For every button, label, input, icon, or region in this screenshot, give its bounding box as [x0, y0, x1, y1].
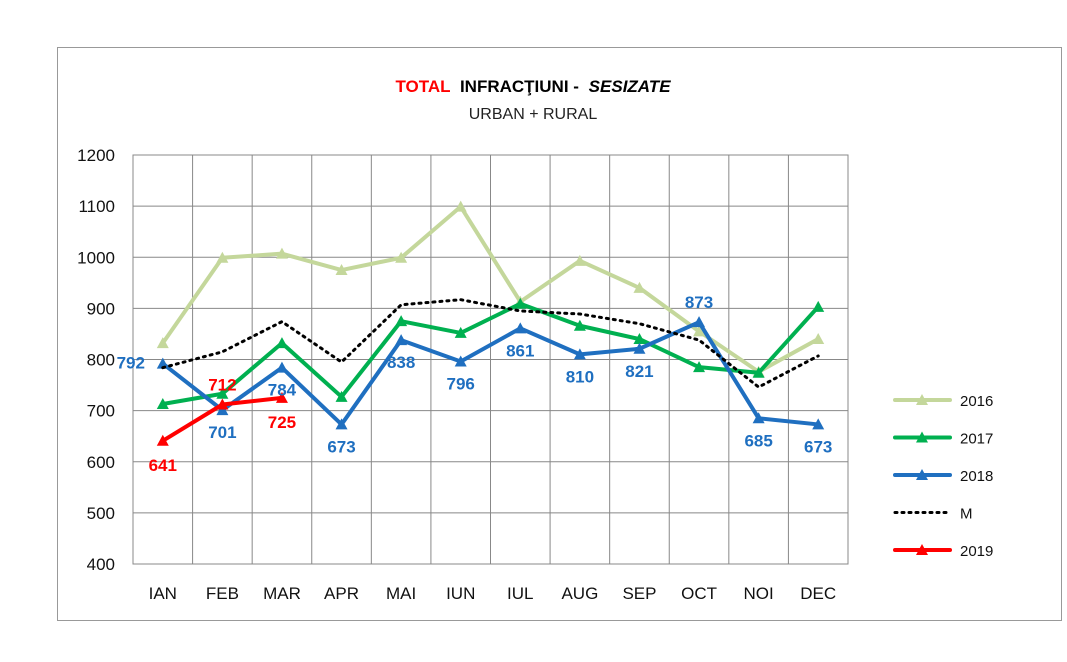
y-tick-label: 500 — [87, 504, 115, 523]
data-label-2018: 673 — [327, 437, 355, 456]
data-point-2016 — [275, 247, 288, 259]
data-label-2018: 792 — [117, 354, 145, 373]
chart-title: TOTAL INFRACŢIUNI - SESIZATE — [395, 77, 671, 96]
legend-marker-2018 — [916, 469, 928, 480]
data-point-2017 — [454, 326, 467, 338]
legend-label-M: M — [960, 506, 973, 523]
data-label-2018: 838 — [387, 353, 415, 372]
data-point-2017 — [693, 361, 706, 373]
data-label-2018: 685 — [744, 431, 772, 450]
legend-label-2019: 2019 — [960, 543, 993, 560]
data-point-2017 — [573, 319, 586, 331]
data-label-2018: 784 — [268, 381, 297, 400]
data-label-2018: 821 — [625, 362, 653, 381]
title-italic: SESIZATE — [589, 77, 672, 96]
data-point-2019 — [275, 391, 288, 403]
data-point-2019 — [156, 434, 169, 446]
legend-label-2016: 2016 — [960, 393, 993, 410]
title-bold: INFRACŢIUNI - — [460, 77, 579, 96]
data-point-2017 — [514, 297, 527, 309]
x-tick-label: DEC — [800, 584, 836, 603]
legend-marker-2019 — [916, 544, 928, 555]
x-tick-label: OCT — [681, 584, 717, 603]
x-tick-label: IUL — [507, 584, 533, 603]
x-tick-label: NOI — [744, 584, 774, 603]
chart-subtitle: URBAN + RURAL — [469, 106, 598, 123]
x-tick-label: AUG — [561, 584, 598, 603]
data-point-2018 — [514, 322, 527, 334]
data-point-2016 — [395, 251, 408, 263]
data-point-2018 — [454, 355, 467, 367]
data-point-2016 — [633, 281, 646, 293]
y-tick-label: 1200 — [77, 146, 115, 165]
x-tick-label: MAR — [263, 584, 301, 603]
data-point-2016 — [812, 333, 825, 345]
data-point-2016 — [335, 264, 348, 276]
data-point-2017 — [156, 397, 169, 409]
series-line-2018 — [160, 320, 821, 427]
y-tick-label: 700 — [87, 402, 115, 421]
x-tick-label: FEB — [206, 584, 239, 603]
data-point-2017 — [752, 366, 765, 378]
data-label-2018: 873 — [685, 293, 713, 312]
chart-frame — [57, 47, 1062, 621]
data-point-2018 — [812, 418, 825, 430]
y-tick-label: 800 — [87, 351, 115, 370]
data-point-2018 — [335, 418, 348, 430]
data-label-2018: 810 — [566, 367, 594, 386]
data-point-2016 — [454, 200, 467, 212]
data-point-2019 — [216, 398, 229, 410]
legend-marker-2016 — [916, 394, 928, 405]
data-point-2018 — [752, 412, 765, 424]
data-point-2018 — [275, 361, 288, 373]
series-line-2017 — [160, 301, 821, 406]
data-label-2018: 796 — [447, 375, 475, 394]
y-tick-label: 900 — [87, 299, 115, 318]
title-red: TOTAL — [395, 77, 450, 96]
data-point-2018 — [395, 334, 408, 346]
data-point-2016 — [693, 325, 706, 337]
data-point-2017 — [275, 337, 288, 349]
data-point-2016 — [573, 254, 586, 266]
data-point-2018 — [573, 348, 586, 360]
data-label-2019: 712 — [208, 375, 236, 394]
data-label-2018: 701 — [208, 423, 236, 442]
data-point-2017 — [812, 300, 825, 312]
data-point-2017 — [395, 315, 408, 327]
data-label-2018: 861 — [506, 341, 534, 360]
data-point-2018 — [693, 316, 706, 328]
data-point-2017 — [633, 333, 646, 345]
y-tick-label: 1100 — [78, 197, 115, 216]
data-point-2017 — [216, 387, 229, 399]
data-label-2018: 673 — [804, 437, 832, 456]
legend-marker-2017 — [916, 431, 928, 443]
y-tick-label: 400 — [87, 555, 115, 574]
legend-label-2017: 2017 — [960, 431, 993, 448]
data-point-2018 — [633, 342, 646, 354]
data-label-2019: 725 — [268, 413, 296, 432]
x-tick-label: IUN — [446, 584, 475, 603]
x-tick-label: APR — [324, 584, 359, 603]
x-tick-label: SEP — [622, 584, 656, 603]
x-tick-label: IAN — [149, 584, 177, 603]
data-label-2019: 641 — [149, 456, 177, 475]
x-tick-label: MAI — [386, 584, 416, 603]
data-point-2018 — [216, 404, 229, 416]
data-point-2016 — [216, 251, 229, 263]
series-line-M — [161, 298, 820, 389]
data-point-2018 — [156, 357, 169, 369]
data-point-2016 — [156, 337, 169, 349]
y-tick-label: 600 — [87, 453, 115, 472]
y-tick-label: 1000 — [77, 248, 115, 267]
legend-label-2018: 2018 — [960, 468, 993, 485]
data-point-2017 — [335, 390, 348, 402]
